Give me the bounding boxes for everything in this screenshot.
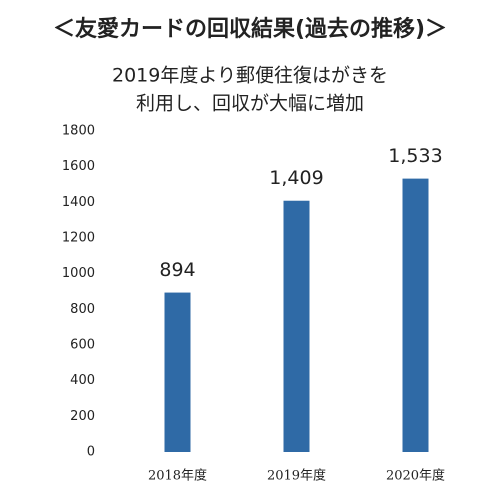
- value-label: 1,409: [269, 167, 323, 189]
- bar: [164, 292, 191, 452]
- y-tick-label: 400: [70, 373, 95, 388]
- y-tick-label: 1800: [62, 124, 95, 139]
- y-tick-label: 1000: [62, 266, 95, 281]
- x-tick-label: 2018年度: [148, 468, 207, 484]
- y-tick-label: 800: [70, 302, 95, 317]
- value-label: 894: [159, 259, 195, 281]
- bar: [283, 200, 310, 452]
- chart-title: ＜友愛カードの回収結果(過去の推移)＞: [53, 16, 447, 42]
- y-tick-label: 600: [70, 338, 95, 353]
- value-label: 1,533: [388, 145, 442, 167]
- y-tick-label: 1200: [62, 231, 95, 246]
- y-tick-label: 1400: [62, 195, 95, 210]
- x-tick-label: 2020年度: [386, 468, 445, 484]
- chart-subtitle: 2019年度より郵便往復はがきを: [112, 65, 388, 87]
- x-tick-label: 2019年度: [267, 468, 326, 484]
- bar: [402, 178, 429, 453]
- y-tick-label: 0: [87, 445, 95, 460]
- chart-subtitle: 利用し、回収が大幅に増加: [136, 93, 364, 115]
- y-tick-label: 200: [70, 409, 95, 424]
- y-tick-label: 1600: [62, 159, 95, 174]
